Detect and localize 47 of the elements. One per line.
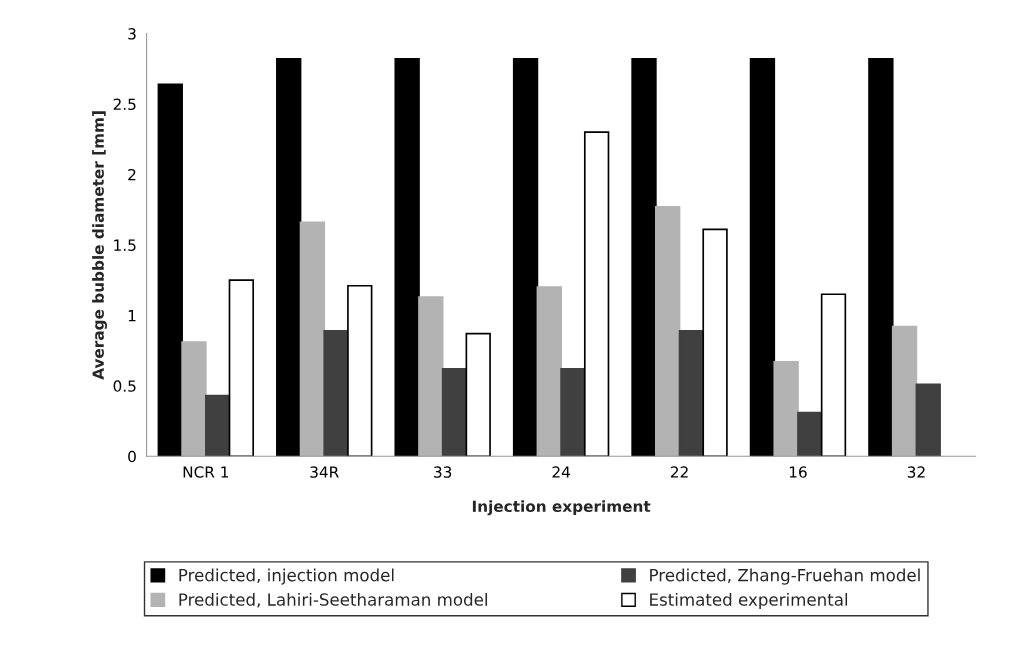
bar: [536, 286, 562, 457]
bar: [394, 58, 420, 457]
bar: [157, 83, 183, 457]
y-tick-label: 3: [128, 28, 136, 40]
bar: [915, 383, 941, 457]
x-tick-label: 16: [789, 466, 807, 478]
bar: [276, 58, 302, 457]
y-tick-label: 1: [128, 310, 136, 322]
bar: [891, 325, 918, 457]
bar: [702, 228, 728, 457]
bar: [465, 332, 491, 457]
bar: [204, 394, 231, 457]
x-axis-title: Injection experiment: [472, 500, 651, 516]
bar: [655, 206, 681, 457]
bar: [631, 58, 657, 457]
x-tick-label: 32: [907, 466, 925, 478]
legend-label: Predicted, injection model: [179, 568, 394, 585]
bar: [820, 293, 847, 457]
bar: [323, 330, 349, 457]
bar: [678, 330, 705, 457]
bar: [797, 411, 823, 457]
bar: [583, 131, 610, 457]
bar: [347, 284, 373, 457]
y-axis-title: Average bubble diameter [mm]: [92, 111, 108, 380]
bar: [749, 58, 776, 457]
legend-label: Predicted, Zhang-Fruehan model: [650, 568, 920, 585]
y-tick-label: 0: [128, 450, 136, 463]
bar: [181, 341, 207, 457]
bar: [418, 296, 444, 457]
x-tick-label: 34R: [310, 466, 339, 478]
x-tick-label: 22: [670, 466, 688, 478]
y-tick-label: 0.5: [113, 380, 136, 392]
y-tick-label: 2.5: [113, 98, 136, 111]
x-tick-label: 33: [434, 466, 452, 478]
x-tick-label: NCR 1: [183, 466, 229, 478]
bar: [560, 368, 586, 457]
bar: [228, 279, 255, 457]
bar: [441, 368, 468, 457]
y-tick-label: 1.5: [114, 239, 136, 251]
bar: [299, 221, 326, 457]
y-tick-label: 2: [128, 168, 136, 181]
legend-label: Estimated experimental: [650, 592, 848, 610]
bar: [512, 58, 539, 457]
x-tick-label: 24: [552, 466, 570, 478]
bar: [773, 361, 799, 457]
bar: [868, 58, 894, 457]
legend-label: Predicted, Lahiri-Seetharaman model: [179, 592, 487, 608]
